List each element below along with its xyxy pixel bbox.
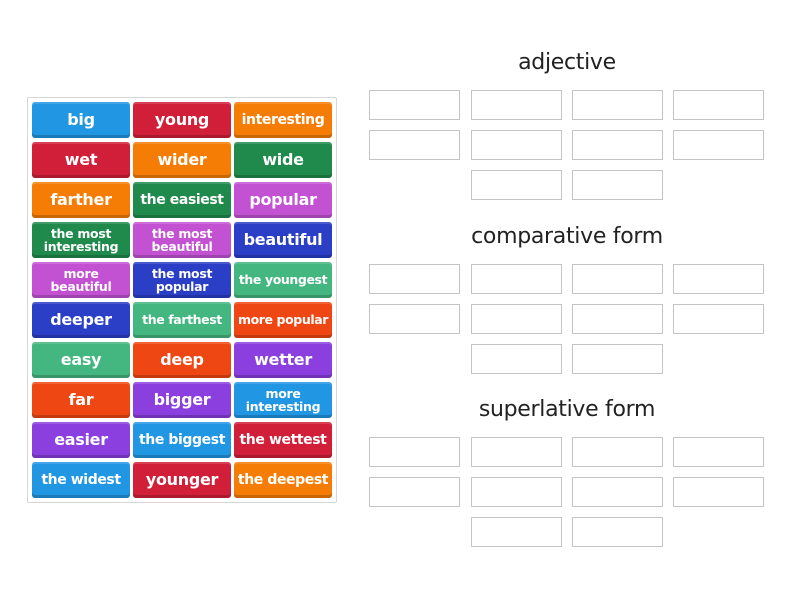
word-tile[interactable]: more popular — [234, 302, 332, 338]
drop-slot[interactable] — [471, 90, 562, 120]
word-tile[interactable]: farther — [32, 182, 130, 218]
drop-slot[interactable] — [471, 437, 562, 467]
drop-slot[interactable] — [572, 517, 663, 547]
word-tile[interactable]: the easiest — [133, 182, 231, 218]
word-tile[interactable]: big — [32, 102, 130, 138]
drop-slot[interactable] — [673, 437, 764, 467]
word-tile[interactable]: wet — [32, 142, 130, 178]
drop-slot[interactable] — [673, 304, 764, 334]
drop-slot[interactable] — [369, 130, 460, 160]
word-tile[interactable]: the most beautiful — [133, 222, 231, 258]
word-tile[interactable]: wider — [133, 142, 231, 178]
drop-slot[interactable] — [471, 264, 562, 294]
word-tile[interactable]: more beautiful — [32, 262, 130, 298]
word-tile[interactable]: wide — [234, 142, 332, 178]
drop-slot[interactable] — [369, 477, 460, 507]
drop-slot[interactable] — [572, 344, 663, 374]
group-title: adjective — [518, 50, 616, 75]
word-tile[interactable]: the biggest — [133, 422, 231, 458]
group-title: superlative form — [478, 397, 656, 422]
drop-slot[interactable] — [572, 304, 663, 334]
word-tile[interactable]: the youngest — [234, 262, 332, 298]
drop-slot[interactable] — [572, 130, 663, 160]
word-tile[interactable]: easier — [32, 422, 130, 458]
drop-slot[interactable] — [572, 90, 663, 120]
word-tile[interactable]: deep — [133, 342, 231, 378]
drop-slot[interactable] — [369, 264, 460, 294]
drop-slot[interactable] — [572, 170, 663, 200]
word-tile[interactable]: interesting — [234, 102, 332, 138]
drop-slot[interactable] — [673, 477, 764, 507]
drop-slot[interactable] — [673, 130, 764, 160]
word-tile[interactable]: more interesting — [234, 382, 332, 418]
word-bank: big young interesting wet wider wide farther th… — [27, 97, 337, 503]
word-tile[interactable]: popular — [234, 182, 332, 218]
word-tile[interactable]: far — [32, 382, 130, 418]
drop-slot[interactable] — [572, 477, 663, 507]
word-tile[interactable]: beautiful — [234, 222, 332, 258]
drop-slot[interactable] — [673, 90, 764, 120]
drop-slot[interactable] — [369, 90, 460, 120]
word-tile[interactable]: the wettest — [234, 422, 332, 458]
drop-slot[interactable] — [572, 437, 663, 467]
word-tile[interactable]: easy — [32, 342, 130, 378]
word-tile[interactable]: the deepest — [234, 462, 332, 498]
drop-slot[interactable] — [369, 437, 460, 467]
drop-slot[interactable] — [471, 170, 562, 200]
word-tile[interactable]: younger — [133, 462, 231, 498]
word-tile[interactable]: the widest — [32, 462, 130, 498]
word-tile[interactable]: the farthest — [133, 302, 231, 338]
drop-slot[interactable] — [471, 344, 562, 374]
group-title: comparative form — [471, 224, 663, 249]
drop-slot[interactable] — [673, 264, 764, 294]
drop-slot[interactable] — [471, 304, 562, 334]
word-tile[interactable]: young — [133, 102, 231, 138]
word-tile[interactable]: the most popular — [133, 262, 231, 298]
drop-slot[interactable] — [471, 517, 562, 547]
drop-slot[interactable] — [471, 130, 562, 160]
drop-slot[interactable] — [369, 304, 460, 334]
drop-slot[interactable] — [471, 477, 562, 507]
word-tile[interactable]: wetter — [234, 342, 332, 378]
word-tile[interactable]: deeper — [32, 302, 130, 338]
drop-slot[interactable] — [572, 264, 663, 294]
word-tile[interactable]: bigger — [133, 382, 231, 418]
word-tile[interactable]: the most interesting — [32, 222, 130, 258]
